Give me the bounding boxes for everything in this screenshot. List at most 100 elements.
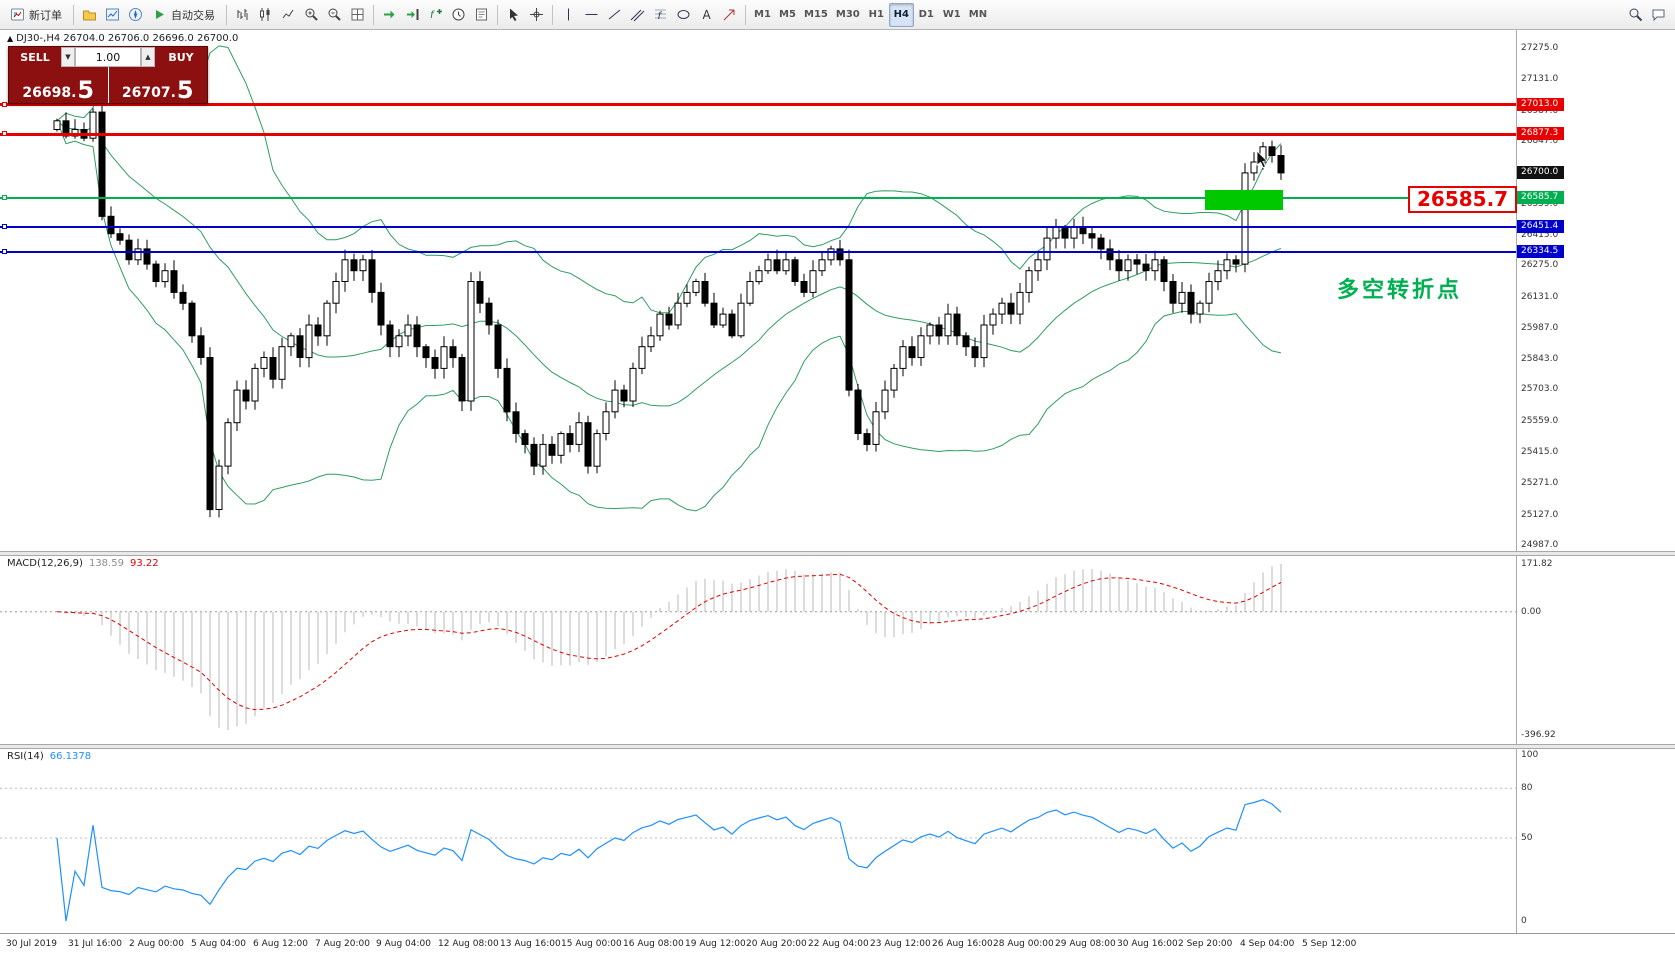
rsi-axis-100: 100 (1521, 750, 1539, 760)
toolbar-right-icons (1624, 3, 1670, 27)
macd-panel[interactable] (0, 556, 1516, 744)
y-axis-label: 26559.0 (1521, 199, 1559, 209)
new-order-button[interactable]: 新订单 (5, 3, 69, 27)
text-icon: A (699, 7, 714, 22)
timeframe-mn[interactable]: MN (968, 9, 988, 20)
bar-chart-button[interactable] (231, 3, 254, 27)
shapes-button[interactable] (672, 3, 695, 27)
y-axis-label: 26131.0 (1521, 292, 1559, 302)
rsi-name: RSI(14) (7, 751, 44, 762)
time-axis-label: 5 Sep 12:00 (1302, 939, 1357, 949)
chart-profiles-button[interactable] (78, 3, 101, 27)
zoom-out-button[interactable] (323, 3, 346, 27)
timeframe-m5[interactable]: M5 (779, 9, 796, 20)
timeframe-m15[interactable]: M15 (804, 9, 828, 20)
y-axis-label: 25559.0 (1521, 416, 1559, 426)
tile-windows-button[interactable] (346, 3, 369, 27)
zoom-out-icon (327, 7, 342, 22)
time-axis-label: 2 Aug 00:00 (129, 939, 184, 949)
svg-text:f: f (430, 10, 435, 21)
fibonacci-button[interactable]: f (649, 3, 672, 27)
time-axis-label: 4 Sep 04:00 (1240, 939, 1295, 949)
navigator-button[interactable] (124, 3, 147, 27)
vertical-line-button[interactable] (557, 3, 580, 27)
time-axis-label: 30 Aug 16:00 (1117, 939, 1178, 949)
time-axis-label: 23 Aug 12:00 (870, 939, 931, 949)
time-axis-label: 26 Aug 16:00 (932, 939, 993, 949)
tile-windows-icon (350, 7, 365, 22)
panel-splitter[interactable] (0, 744, 1675, 749)
lot-increase-button[interactable]: ▲ (141, 47, 155, 67)
auto-trading-button[interactable]: 自动交易 (147, 3, 222, 27)
line-anchor (2, 224, 7, 229)
y-axis-label: 27131.0 (1521, 74, 1559, 84)
level-line-26451.4[interactable] (0, 226, 1516, 228)
new-order-icon (10, 7, 25, 22)
search-icon (1628, 7, 1643, 22)
sell-button[interactable]: SELL (9, 47, 61, 67)
chart-profiles-icon (82, 7, 97, 22)
text-label-button[interactable]: A (695, 3, 718, 27)
rsi-panel[interactable] (0, 749, 1516, 933)
trendline-button[interactable] (603, 3, 626, 27)
indicators-button[interactable]: f (424, 3, 447, 27)
candlestick-icon (258, 7, 273, 22)
navigator-icon (128, 7, 143, 22)
community-button[interactable] (1647, 3, 1670, 27)
sell-price[interactable]: 26698. 5 (9, 67, 108, 103)
new-order-button-label: 新订单 (29, 8, 62, 22)
price-tag-26585.7: 26585.7 (1517, 191, 1564, 204)
auto-scroll-icon (382, 7, 397, 22)
one-click-trading-panel: SELL ▼ 1.00 ▲ BUY 26698. 5 26707. 5 (8, 46, 208, 104)
candlestick-button[interactable] (254, 3, 277, 27)
timeframe-d1[interactable]: D1 (918, 9, 934, 20)
chart-shift-button[interactable] (401, 3, 424, 27)
auto-scroll-button[interactable] (378, 3, 401, 27)
level-line-27013.0[interactable] (0, 103, 1516, 106)
mouse-cursor (1256, 150, 1269, 172)
price-chart[interactable] (0, 30, 1516, 551)
price-callout[interactable]: 26585.7 (1408, 186, 1518, 213)
panel-splitter[interactable] (0, 551, 1675, 556)
line-chart-button[interactable] (277, 3, 300, 27)
arrows-button[interactable] (718, 3, 741, 27)
market-watch-button[interactable] (101, 3, 124, 27)
periods-button[interactable] (447, 3, 470, 27)
trade-panel-prices: 26698. 5 26707. 5 (9, 67, 207, 103)
svg-text:A: A (703, 8, 712, 22)
time-axis-label: 30 Jul 2019 (6, 939, 57, 949)
collapse-trade-panel-arrow[interactable]: ▲ (7, 34, 14, 43)
macd-axis-zero: 0.00 (1521, 607, 1542, 617)
symbol-info-line: ▲ DJ30-,H4 26704.0 26706.0 26696.0 26700.… (7, 33, 238, 44)
highlight-zone[interactable] (1205, 190, 1283, 210)
level-line-26585.7[interactable] (0, 197, 1516, 199)
time-axis-label: 9 Aug 04:00 (376, 939, 431, 949)
price-tag-26451.4: 26451.4 (1517, 220, 1564, 233)
equidistant-channel-button[interactable] (626, 3, 649, 27)
macd-main-value: 138.59 (88, 558, 124, 569)
lot-decrease-button[interactable]: ▼ (61, 47, 75, 67)
y-axis-label: 26987.0 (1521, 106, 1559, 116)
timeframe-h1[interactable]: H1 (868, 9, 884, 20)
timeframe-m1[interactable]: M1 (754, 9, 771, 20)
level-line-26334.5[interactable] (0, 251, 1516, 253)
timeframe-w1[interactable]: W1 (942, 9, 961, 20)
crosshair-button[interactable] (525, 3, 548, 27)
cursor-button[interactable] (502, 3, 525, 27)
symbol-ohlc-text: DJ30-,H4 26704.0 26706.0 26696.0 26700.0 (16, 33, 239, 44)
shapes-icon (676, 7, 691, 22)
time-axis[interactable]: 30 Jul 2019 31 Jul 16:00 2 Aug 00:00 5 Aug … (0, 933, 1675, 954)
timeframe-h4[interactable]: H4 (888, 2, 914, 27)
templates-button[interactable] (470, 3, 493, 27)
buy-button[interactable]: BUY (155, 47, 207, 67)
zoom-in-button[interactable] (300, 3, 323, 27)
buy-price[interactable]: 26707. 5 (108, 67, 207, 103)
period-icon (451, 7, 466, 22)
level-line-26877.3[interactable] (0, 133, 1516, 136)
lot-size-input[interactable]: 1.00 (75, 47, 141, 67)
search-button[interactable] (1624, 3, 1647, 27)
horizontal-line-button[interactable] (580, 3, 603, 27)
timeframe-m30[interactable]: M30 (835, 9, 860, 20)
line-anchor (2, 102, 7, 107)
